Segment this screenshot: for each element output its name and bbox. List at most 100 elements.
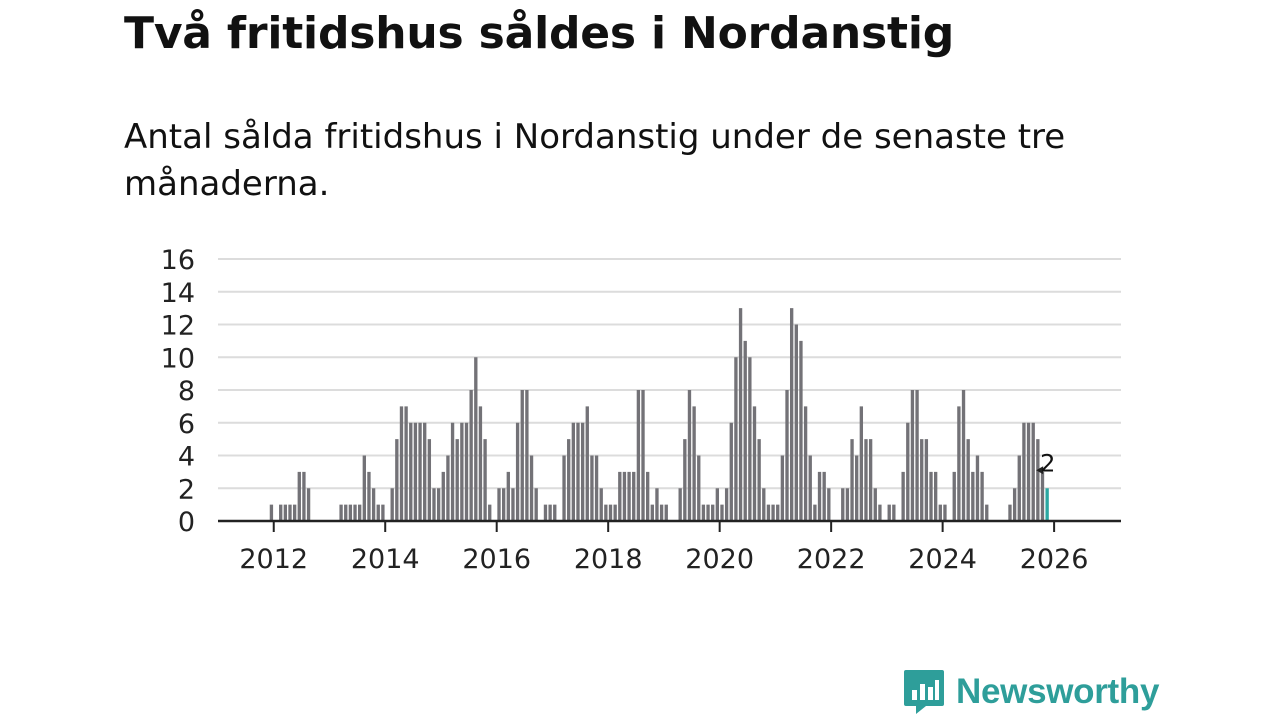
bar: [269, 504, 274, 522]
bar: [1045, 488, 1049, 521]
chart-gridlines: [218, 258, 1121, 490]
bar: [785, 390, 789, 521]
bar: [469, 390, 473, 521]
bar: [664, 504, 668, 522]
bar: [957, 406, 961, 522]
bar: [859, 406, 864, 522]
bar: [353, 504, 357, 522]
bar: [446, 455, 450, 521]
bar: [594, 455, 599, 521]
bar: [381, 504, 385, 522]
bar: [279, 504, 283, 522]
bar: [371, 488, 376, 521]
bar: [515, 422, 520, 521]
bar: [399, 406, 404, 522]
bar: [938, 504, 942, 522]
bar: [292, 504, 297, 522]
bar: [855, 455, 859, 521]
y-tick-label: 4: [178, 442, 195, 473]
bar: [436, 488, 441, 521]
bar: [506, 471, 510, 522]
newsworthy-logo-icon: [904, 670, 944, 714]
bar: [789, 308, 794, 522]
bar: [803, 406, 808, 522]
bar: [683, 439, 687, 522]
bar: [711, 504, 715, 522]
bar: [659, 504, 664, 522]
bar: [776, 504, 780, 522]
y-tick-label: 2: [178, 474, 195, 505]
bar: [933, 471, 938, 522]
chart-annotation: 2: [1036, 449, 1055, 477]
bar: [1040, 471, 1045, 522]
bar: [529, 455, 534, 521]
bar: [980, 471, 984, 522]
bar: [511, 488, 515, 521]
x-tick-label: 2026: [1020, 544, 1089, 575]
bar: [488, 504, 492, 522]
bar: [432, 488, 436, 521]
bar: [562, 455, 566, 521]
bar: [404, 406, 408, 522]
bar: [497, 488, 501, 521]
bar: [808, 455, 812, 521]
bar: [390, 488, 394, 521]
bar: [362, 455, 366, 521]
bar: [543, 504, 548, 522]
bar: [344, 504, 348, 522]
bar: [585, 406, 589, 522]
bar: [604, 504, 608, 522]
bar: [455, 439, 459, 522]
bar: [943, 504, 947, 522]
annotation-pointer: [1036, 466, 1044, 475]
y-tick-label: 16: [161, 245, 195, 276]
bar: [283, 504, 288, 522]
chart-bars: [269, 308, 1049, 522]
bar: [1026, 422, 1031, 521]
bar: [850, 439, 854, 522]
bar: [1012, 488, 1017, 521]
bar: [799, 340, 803, 522]
bar: [302, 471, 306, 522]
bar: [813, 504, 817, 522]
bar: [1031, 422, 1035, 521]
bar: [622, 471, 627, 522]
bar: [525, 390, 529, 521]
bar: [692, 406, 696, 522]
bar: [358, 504, 362, 522]
bar: [576, 422, 580, 521]
bar: [502, 488, 506, 521]
x-tick-label: 2020: [685, 544, 754, 575]
bar: [534, 488, 538, 521]
x-tick-label: 2014: [351, 544, 420, 575]
bar: [478, 406, 483, 522]
bar: [752, 406, 757, 522]
newsworthy-brand: Newsworthy: [902, 668, 1159, 716]
bar: [720, 504, 724, 522]
bar: [548, 504, 552, 522]
x-tick-label: 2022: [797, 544, 866, 575]
bar: [910, 390, 915, 521]
bar: [646, 471, 650, 522]
bar: [961, 390, 966, 521]
bar: [483, 439, 487, 522]
bar: [701, 504, 706, 522]
x-tick-label: 2018: [574, 544, 643, 575]
bar: [441, 471, 445, 522]
y-tick-label: 8: [178, 376, 195, 407]
y-tick-label: 10: [161, 343, 195, 374]
bar: [952, 471, 956, 522]
bar: [1017, 455, 1021, 521]
bar: [738, 308, 743, 522]
bar: [553, 504, 557, 522]
bar: [339, 504, 343, 522]
bar: [966, 439, 970, 522]
bar: [887, 504, 891, 522]
bar: [878, 504, 882, 522]
bar: [297, 471, 301, 522]
x-tick-label: 2012: [239, 544, 308, 575]
bar: [650, 504, 654, 522]
bar: [771, 504, 775, 522]
